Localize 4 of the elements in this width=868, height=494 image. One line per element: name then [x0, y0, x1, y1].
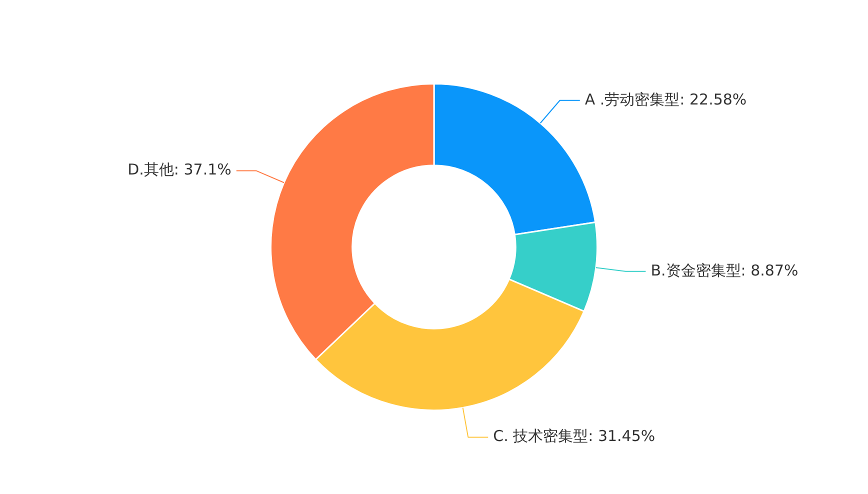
slice-label: D.其他: 37.1% — [128, 160, 232, 179]
slice-label: A .劳动密集型: 22.58% — [584, 90, 747, 108]
slice-label: C. 技术密集型: 31.45% — [493, 427, 656, 446]
slice-label: B.资金密集型: 8.87% — [650, 261, 798, 280]
